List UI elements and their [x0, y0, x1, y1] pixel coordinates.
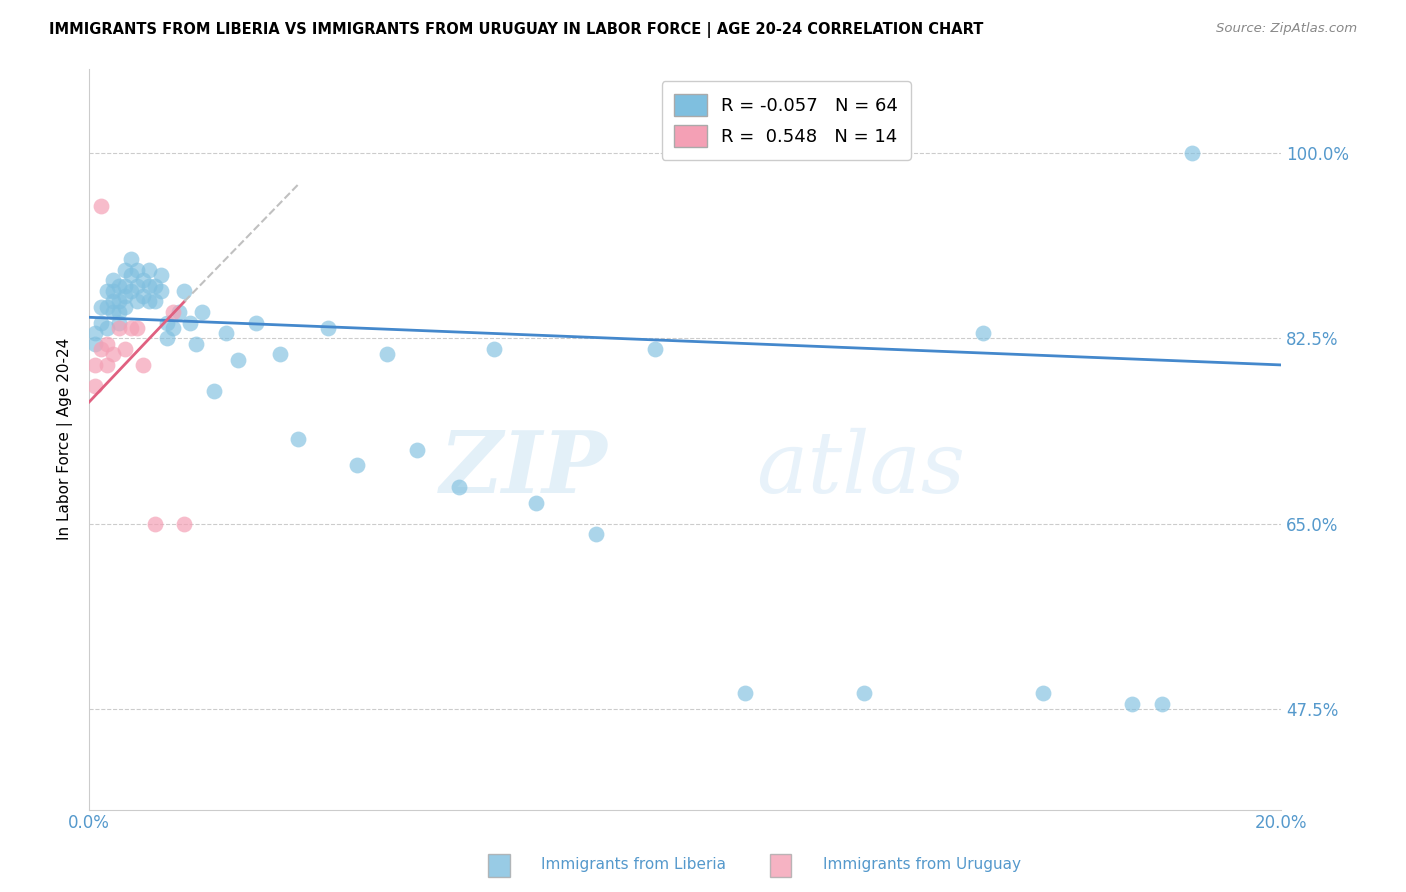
- Point: [167, 305, 190, 319]
- Point: [173, 516, 195, 531]
- Point: [90, 316, 112, 330]
- Point: [316, 321, 339, 335]
- Point: [644, 342, 666, 356]
- Point: [114, 278, 136, 293]
- Point: [108, 278, 131, 293]
- Point: [96, 284, 118, 298]
- Point: [179, 316, 201, 330]
- Point: [120, 268, 142, 282]
- Point: [138, 262, 160, 277]
- Point: [101, 347, 124, 361]
- Point: [162, 305, 184, 319]
- Point: [162, 321, 184, 335]
- Point: [84, 358, 107, 372]
- Point: [114, 300, 136, 314]
- Point: [125, 278, 148, 293]
- Point: [84, 379, 107, 393]
- Point: [972, 326, 994, 341]
- Text: Immigrants from Uruguay: Immigrants from Uruguay: [823, 857, 1021, 872]
- Point: [245, 316, 267, 330]
- Point: [120, 284, 142, 298]
- Point: [186, 336, 208, 351]
- Point: [447, 480, 470, 494]
- Point: [114, 262, 136, 277]
- Point: [143, 278, 166, 293]
- Point: [108, 305, 131, 319]
- Text: ZIP: ZIP: [440, 427, 607, 510]
- Point: [96, 336, 118, 351]
- Point: [226, 352, 249, 367]
- Text: Immigrants from Liberia: Immigrants from Liberia: [541, 857, 727, 872]
- Point: [852, 686, 875, 700]
- Point: [1150, 697, 1173, 711]
- Point: [101, 284, 124, 298]
- Point: [120, 252, 142, 266]
- Point: [125, 262, 148, 277]
- Point: [132, 289, 155, 303]
- Point: [484, 342, 506, 356]
- Text: Source: ZipAtlas.com: Source: ZipAtlas.com: [1216, 22, 1357, 36]
- Point: [269, 347, 291, 361]
- Point: [156, 331, 179, 345]
- Point: [138, 278, 160, 293]
- Point: [346, 458, 368, 473]
- Point: [191, 305, 214, 319]
- Point: [84, 326, 107, 341]
- Point: [149, 268, 172, 282]
- Point: [132, 273, 155, 287]
- Point: [149, 284, 172, 298]
- Point: [108, 321, 131, 335]
- Point: [114, 289, 136, 303]
- Point: [101, 273, 124, 287]
- Point: [143, 294, 166, 309]
- Point: [215, 326, 238, 341]
- Point: [96, 358, 118, 372]
- Point: [156, 316, 179, 330]
- Point: [524, 495, 547, 509]
- Point: [101, 305, 124, 319]
- Point: [90, 342, 112, 356]
- Point: [1121, 697, 1143, 711]
- Point: [406, 442, 429, 457]
- Point: [96, 321, 118, 335]
- Point: [585, 527, 607, 541]
- Point: [1032, 686, 1054, 700]
- Point: [125, 294, 148, 309]
- Point: [202, 384, 225, 399]
- Point: [173, 284, 195, 298]
- Point: [287, 432, 309, 446]
- Point: [734, 686, 756, 700]
- Point: [125, 321, 148, 335]
- Legend: R = -0.057   N = 64, R =  0.548   N = 14: R = -0.057 N = 64, R = 0.548 N = 14: [662, 81, 911, 160]
- Point: [108, 294, 131, 309]
- Y-axis label: In Labor Force | Age 20-24: In Labor Force | Age 20-24: [58, 338, 73, 541]
- Point: [90, 300, 112, 314]
- Point: [90, 199, 112, 213]
- Point: [132, 358, 155, 372]
- Text: atlas: atlas: [756, 427, 966, 510]
- Point: [101, 294, 124, 309]
- Point: [143, 516, 166, 531]
- Point: [84, 336, 107, 351]
- Point: [120, 321, 142, 335]
- Point: [375, 347, 398, 361]
- Point: [96, 300, 118, 314]
- Point: [108, 316, 131, 330]
- Point: [1180, 146, 1202, 161]
- Point: [138, 294, 160, 309]
- Point: [114, 342, 136, 356]
- Text: IMMIGRANTS FROM LIBERIA VS IMMIGRANTS FROM URUGUAY IN LABOR FORCE | AGE 20-24 CO: IMMIGRANTS FROM LIBERIA VS IMMIGRANTS FR…: [49, 22, 984, 38]
